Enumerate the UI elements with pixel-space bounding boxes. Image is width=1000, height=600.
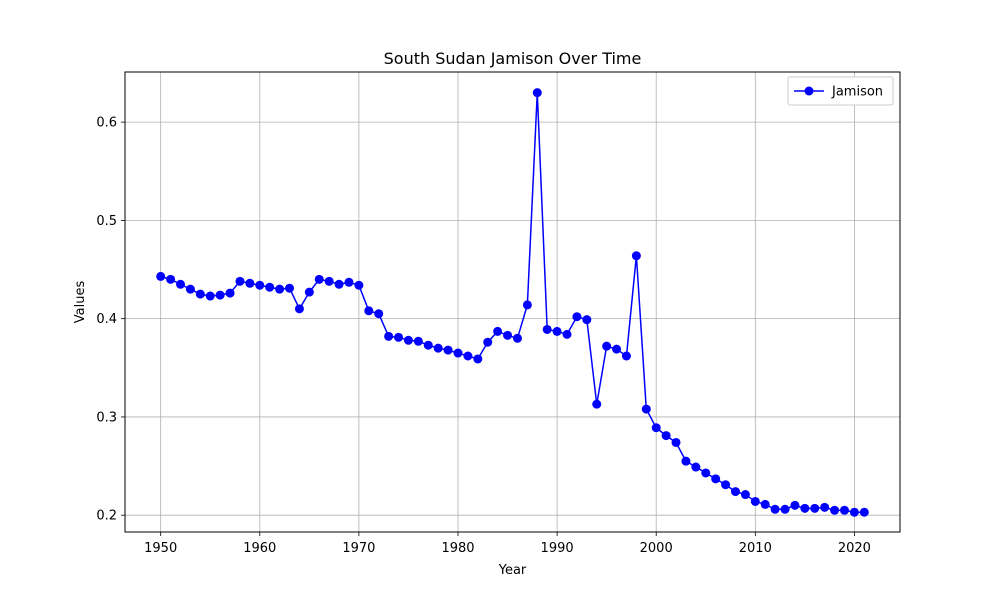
data-point	[304, 287, 314, 297]
data-point	[592, 399, 602, 409]
plot-area-frame	[124, 71, 901, 533]
data-point	[493, 326, 503, 336]
data-point	[354, 280, 364, 290]
data-point	[820, 502, 830, 512]
data-point	[671, 437, 681, 447]
data-point	[294, 304, 304, 314]
data-point	[542, 324, 552, 334]
y-axis-label: Values	[73, 281, 88, 324]
data-point	[205, 291, 215, 301]
data-point	[532, 88, 542, 98]
y-tick-label: 0.4	[96, 312, 117, 327]
data-point	[433, 343, 443, 353]
x-tick-label: 1980	[441, 541, 474, 556]
x-tick-label: 1950	[144, 541, 177, 556]
data-point	[562, 329, 572, 339]
data-point	[473, 354, 483, 364]
data-point	[394, 332, 404, 342]
data-point	[503, 330, 513, 340]
grid	[125, 72, 900, 532]
data-point	[453, 348, 463, 358]
data-point	[324, 276, 334, 286]
data-point	[285, 283, 295, 293]
data-point	[721, 480, 731, 490]
data-point	[859, 507, 869, 517]
data-point	[740, 490, 750, 500]
data-point	[849, 507, 859, 517]
data-point	[582, 315, 592, 325]
data-point	[701, 468, 711, 478]
data-point	[463, 351, 473, 361]
data-point	[602, 341, 612, 351]
x-axis-label: Year	[498, 563, 527, 578]
data-point	[552, 326, 562, 336]
data-point	[225, 288, 235, 298]
data-point	[334, 279, 344, 289]
series-line-jamison	[160, 91, 865, 513]
legend-label-jamison: Jamison	[831, 85, 883, 100]
data-point	[800, 503, 810, 513]
data-point	[691, 462, 701, 472]
data-point	[423, 340, 433, 350]
legend-marker-swatch	[804, 86, 814, 96]
data-point	[175, 279, 185, 289]
x-tick-label: 2000	[640, 541, 673, 556]
data-point	[621, 351, 631, 361]
ticks: 1950 1960 1970 1980 1990 2000 2010 2020 0.2 0.3 0.…	[96, 116, 871, 556]
data-point	[195, 289, 205, 299]
x-tick-label: 1970	[342, 541, 375, 556]
data-point	[374, 309, 384, 319]
data-point	[711, 474, 721, 484]
data-point	[730, 487, 740, 497]
data-point	[185, 284, 195, 294]
data-point	[750, 496, 760, 506]
chart-title: South Sudan Jamison Over Time	[384, 49, 642, 68]
x-tick-label: 1960	[243, 541, 276, 556]
data-point	[612, 344, 622, 354]
data-point	[245, 278, 255, 288]
data-point	[156, 271, 166, 281]
data-point	[760, 499, 770, 509]
data-point	[661, 431, 671, 441]
data-point	[275, 284, 285, 294]
data-point	[840, 505, 850, 515]
data-point	[166, 274, 176, 284]
y-tick-label: 0.3	[96, 410, 117, 425]
x-tick-label: 2020	[838, 541, 871, 556]
data-point	[512, 333, 522, 343]
data-point	[384, 331, 394, 341]
legend: Jamison	[787, 76, 894, 106]
data-point	[314, 274, 324, 284]
data-point	[651, 423, 661, 433]
data-point	[255, 280, 265, 290]
y-tick-label: 0.5	[96, 214, 117, 229]
data-point	[483, 337, 493, 347]
y-tick-label: 0.2	[96, 509, 117, 524]
data-point	[572, 312, 582, 322]
data-point	[344, 277, 354, 287]
data-point	[522, 300, 532, 310]
x-tick-label: 2010	[739, 541, 772, 556]
data-point	[770, 504, 780, 514]
data-point	[265, 282, 275, 292]
data-point	[413, 336, 423, 346]
data-point	[631, 251, 641, 261]
data-point	[364, 306, 374, 316]
data-point	[641, 404, 651, 414]
data-point	[443, 345, 453, 355]
data-point	[830, 505, 840, 515]
x-tick-label: 1990	[541, 541, 574, 556]
data-point	[215, 290, 225, 300]
data-point	[681, 456, 691, 466]
legend-frame	[787, 76, 894, 106]
y-tick-label: 0.6	[96, 116, 117, 131]
data-point	[810, 503, 820, 513]
series-layer	[156, 88, 869, 517]
data-point	[235, 276, 245, 286]
data-point	[780, 504, 790, 514]
data-point	[790, 500, 800, 510]
data-point	[403, 335, 413, 345]
